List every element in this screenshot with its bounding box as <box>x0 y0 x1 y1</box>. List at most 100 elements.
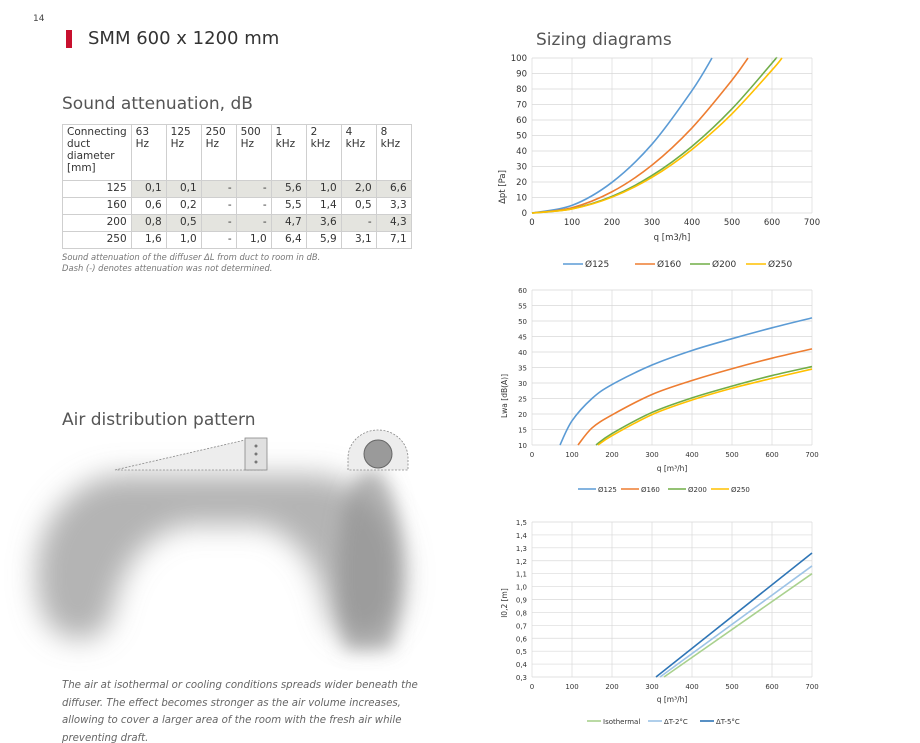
chart-series <box>531 56 783 214</box>
header-diameter: Connecting duct diameter [mm] <box>62 124 132 181</box>
x-tick-label: 600 <box>765 451 778 459</box>
sound-attenuation-table: Connecting duct diameter [mm] 63 Hz 125 … <box>62 124 412 249</box>
y-tick-label: 90 <box>516 70 527 80</box>
y-axis-label: l0,2 [m] <box>500 588 509 618</box>
table-cell: 1,0 <box>165 231 202 249</box>
legend-label: ΔT-2°C <box>664 718 688 726</box>
y-tick-label: 1,4 <box>516 532 528 540</box>
series-line-2 <box>531 57 749 214</box>
y-axis-label: Δpt [Pa] <box>498 170 508 204</box>
caption-line-2: Dash (-) denotes attenuation was not det… <box>62 263 273 273</box>
chart-series <box>655 552 813 678</box>
legend-label: Ø160 <box>657 259 682 270</box>
x-tick-label: 200 <box>605 451 618 459</box>
y-tick-label: 0,6 <box>516 635 528 643</box>
header-1khz: 1 kHz <box>270 124 307 181</box>
x-tick-label: 600 <box>765 683 778 691</box>
page-number: 14 <box>33 14 45 24</box>
header-125hz: 125 Hz <box>165 124 202 181</box>
table-cell: 0,5 <box>165 214 202 232</box>
table-cell: 1,4 <box>305 197 342 215</box>
table-cell: 7,1 <box>375 231 412 249</box>
caption-line-1: Sound attenuation of the diffuser ΔL fro… <box>62 252 321 262</box>
table-cell: 0,2 <box>165 197 202 215</box>
y-tick-label: 35 <box>518 365 527 373</box>
y-tick-label: 1,1 <box>516 571 527 579</box>
x-tick-label: 700 <box>804 218 820 228</box>
diffuser-front-icon <box>347 429 409 471</box>
header-250hz: 250 Hz <box>200 124 237 181</box>
x-tick-label: 0 <box>530 683 534 691</box>
y-tick-label: 1,2 <box>516 558 527 566</box>
y-tick-label: 0 <box>522 209 527 219</box>
header-2khz: 2 kHz <box>305 124 342 181</box>
x-tick-label: 200 <box>604 218 620 228</box>
y-tick-label: 20 <box>516 178 527 188</box>
x-tick-label: 200 <box>605 683 618 691</box>
table-cell: 5,9 <box>305 231 342 249</box>
y-tick-label: 55 <box>518 303 527 311</box>
table-cell: - <box>340 214 377 232</box>
row-diameter: 125 <box>62 180 132 198</box>
table-cell: 3,3 <box>375 197 412 215</box>
table-cell: 3,6 <box>305 214 342 232</box>
y-tick-label: 30 <box>516 163 527 173</box>
y-tick-label: 100 <box>511 54 527 64</box>
table-cell: 3,1 <box>340 231 377 249</box>
x-tick-label: 400 <box>685 683 698 691</box>
table-cell: 6,4 <box>270 231 307 249</box>
chart-grid <box>531 57 813 214</box>
table-row: 125 0,1 0,1 - - 5,6 1,0 2,0 6,6 <box>62 180 412 198</box>
header-4khz: 4 kHz <box>340 124 377 181</box>
page-title: SMM 600 x 1200 mm <box>88 28 280 49</box>
legend-label: Ø160 <box>641 486 660 494</box>
table-row: 160 0,6 0,2 - - 5,5 1,4 0,5 3,3 <box>62 197 412 215</box>
table-cell: 4,7 <box>270 214 307 232</box>
x-tick-label: 100 <box>564 218 580 228</box>
x-tick-label: 0 <box>529 218 534 228</box>
table-cell: 6,6 <box>375 180 412 198</box>
table-cell: 0,5 <box>340 197 377 215</box>
table-cell: 5,5 <box>270 197 307 215</box>
y-tick-label: 25 <box>518 396 527 404</box>
series-line-1 <box>663 573 813 678</box>
table-header-row: Connecting duct diameter [mm] 63 Hz 125 … <box>62 124 412 181</box>
table-cell: 1,0 <box>305 180 342 198</box>
air-distribution-description: The air at isothermal or cooling conditi… <box>62 680 418 743</box>
table-cell: 0,8 <box>130 214 167 232</box>
legend-label: Ø125 <box>598 486 617 494</box>
title-accent-bar <box>66 30 72 48</box>
header-8khz: 8 kHz <box>375 124 412 181</box>
table-row: 250 1,6 1,0 - 1,0 6,4 5,9 3,1 7,1 <box>62 231 412 249</box>
y-tick-label: 40 <box>516 147 527 157</box>
legend-label: Ø200 <box>688 486 707 494</box>
series-line-4 <box>531 57 783 214</box>
table-cell: 5,6 <box>270 180 307 198</box>
chart-grid <box>531 521 813 678</box>
y-tick-label: 45 <box>518 334 527 342</box>
y-tick-label: 50 <box>516 132 527 142</box>
table-cell: - <box>235 214 272 232</box>
x-tick-label: 300 <box>645 683 658 691</box>
y-tick-label: 30 <box>518 380 527 388</box>
x-tick-label: 500 <box>724 218 740 228</box>
sound-attenuation-heading: Sound attenuation, dB <box>62 94 253 114</box>
y-tick-label: 80 <box>516 85 527 95</box>
chart-legend: Isothermal ΔT-2°C ΔT-5°C <box>587 718 740 726</box>
chart-ticks: 0 100 200 300 400 500 600 700 0,3 0,4 0,5 0,6 0,7 0,8… <box>516 519 819 691</box>
chart-ticks: 0 100 200 300 400 500 600 700 0 10 20 30 40 50 60 70 80 9… <box>511 54 820 228</box>
y-tick-label: 0,3 <box>516 674 527 682</box>
table-cell: 1,6 <box>130 231 167 249</box>
y-tick-label: 60 <box>516 116 527 126</box>
table-cell: 0,1 <box>130 180 167 198</box>
sound-power-chart: 0 100 200 300 400 500 600 700 10 15 20 25 30 35 40 45 50… <box>500 287 819 494</box>
series-line-1 <box>559 317 813 446</box>
pressure-drop-chart: 0 100 200 300 400 500 600 700 0 10 20 30 40 50 60 70 80 9… <box>498 54 820 270</box>
chart-legend: Ø125 Ø160 Ø200 Ø250 <box>563 259 793 270</box>
header-63hz: 63 Hz <box>130 124 167 181</box>
legend-label: ΔT-5°C <box>716 718 740 726</box>
x-tick-label: 300 <box>644 218 660 228</box>
side-airflow-plume <box>36 475 404 640</box>
y-tick-label: 10 <box>518 442 527 450</box>
y-tick-label: 20 <box>518 411 527 419</box>
